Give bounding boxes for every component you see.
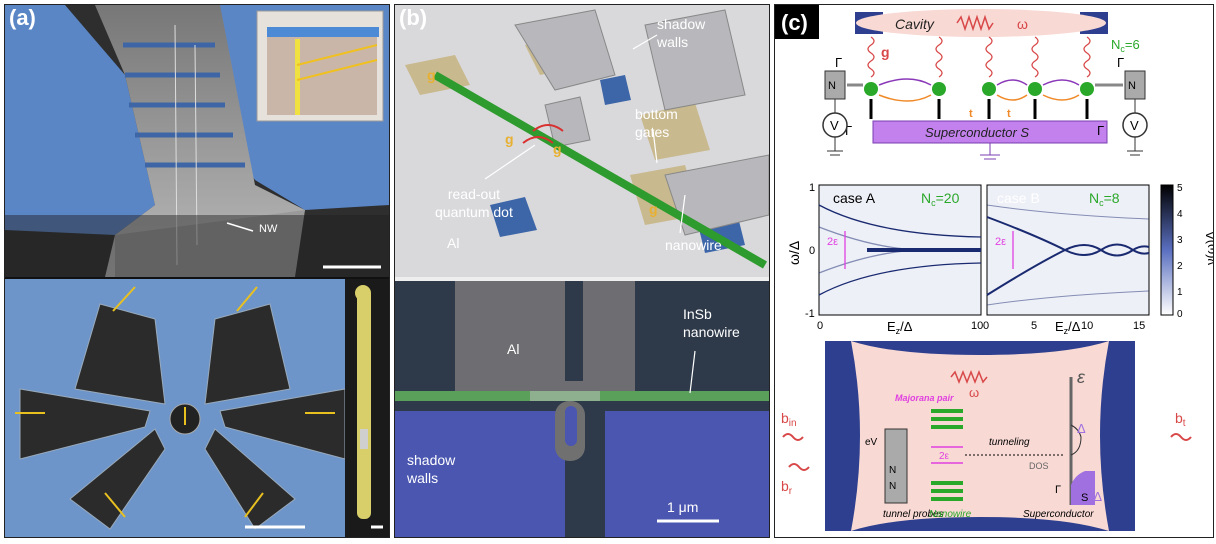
svg-text:10: 10 — [1081, 320, 1093, 332]
svg-text:Superconductor: Superconductor — [1023, 509, 1094, 520]
panel-b: (b) shadow walls bottom gates read-out q… — [394, 4, 770, 538]
svg-text:0: 0 — [817, 320, 823, 332]
false-color-sem: Al InSb nanowire shadow walls 1 μm — [395, 281, 769, 537]
svg-text:Γ: Γ — [845, 123, 852, 138]
sem-bottom-image — [5, 279, 389, 537]
gate-g2-label: g — [505, 131, 514, 147]
svg-text:Superconductor S: Superconductor S — [925, 125, 1029, 140]
svg-text:Majorana pair: Majorana pair — [895, 393, 954, 403]
panel-a: (a) NW — [4, 4, 390, 538]
svg-text:bt: bt — [1175, 410, 1186, 429]
nw-label: NW — [259, 223, 278, 235]
false-color-sem-drawing — [395, 281, 769, 537]
svg-text:eV: eV — [865, 437, 878, 448]
svg-text:V: V — [830, 118, 839, 133]
svg-text:case B: case B — [997, 190, 1040, 206]
svg-text:Ez/Δ: Ez/Δ — [1055, 319, 1081, 336]
svg-text:5: 5 — [1031, 320, 1037, 332]
svg-text:N: N — [889, 481, 896, 492]
svg-text:Δ: Δ — [1077, 421, 1086, 436]
sem-top-drawing — [5, 5, 389, 277]
svg-text:Γ: Γ — [1097, 123, 1104, 138]
svg-text:5: 5 — [1177, 183, 1183, 194]
svg-text:Γ: Γ — [1055, 484, 1061, 496]
svg-text:ν(ω)Δ: ν(ω)Δ — [1203, 231, 1213, 265]
panel-a-label: (a) — [9, 5, 36, 30]
svg-text:ω/Δ: ω/Δ — [786, 241, 802, 265]
svg-text:t: t — [1007, 108, 1011, 120]
svg-text:bin: bin — [781, 410, 797, 429]
sem-flower-drawing — [5, 279, 389, 537]
al-top-label: Al — [447, 235, 460, 251]
gate-g1-label: g — [427, 67, 436, 83]
svg-text:S: S — [1081, 492, 1088, 504]
nanowire-top-label: nanowire — [665, 237, 722, 253]
al-sem-label: Al — [507, 341, 520, 357]
svg-text:DOS: DOS — [1029, 461, 1049, 471]
svg-text:tunnel probes: tunnel probes — [883, 509, 944, 520]
panel-b-label: (b) — [399, 5, 428, 30]
svg-text:0: 0 — [983, 320, 989, 332]
shadow-walls-sem-label: shadow walls — [407, 452, 456, 486]
svg-text:case A: case A — [833, 190, 876, 206]
svg-text:Nc=6: Nc=6 — [1111, 37, 1140, 54]
svg-text:1: 1 — [1177, 287, 1183, 298]
svg-text:ε: ε — [1077, 367, 1086, 387]
panel-c-label: (c) — [781, 10, 808, 35]
svg-text:br: br — [781, 478, 793, 497]
insb-label: InSb nanowire — [683, 306, 740, 340]
svg-text:g: g — [881, 44, 890, 60]
svg-text:N: N — [1128, 80, 1136, 92]
svg-text:t: t — [969, 108, 973, 120]
svg-text:Γ: Γ — [835, 55, 842, 70]
device-schematic-drawing — [395, 5, 769, 277]
svg-text:ω: ω — [1017, 16, 1028, 32]
svg-text:0: 0 — [809, 245, 815, 257]
svg-text:-Δ: -Δ — [1089, 489, 1102, 504]
svg-text:4: 4 — [1177, 209, 1183, 220]
gate-g3-label: g — [553, 141, 562, 157]
svg-text:N: N — [889, 465, 896, 476]
readout-qd-label: read-out quantum dot — [435, 186, 513, 220]
svg-text:V: V — [1130, 118, 1139, 133]
svg-text:Γ: Γ — [1117, 55, 1124, 70]
svg-text:ω: ω — [969, 385, 979, 400]
svg-text:3: 3 — [1177, 235, 1183, 246]
svg-text:2ε: 2ε — [827, 236, 838, 248]
svg-text:Cavity: Cavity — [895, 16, 935, 32]
panel-c-drawing: (c) Cavity ω g Nc=6 — [775, 5, 1213, 531]
svg-text:tunneling: tunneling — [989, 437, 1030, 448]
svg-text:Nc=20: Nc=20 — [921, 190, 960, 208]
svg-text:15: 15 — [1133, 320, 1145, 332]
svg-text:2: 2 — [1177, 261, 1183, 272]
svg-text:Nanowire: Nanowire — [929, 509, 972, 520]
sem-top-image: (a) NW — [5, 5, 389, 277]
svg-text:10: 10 — [971, 320, 983, 332]
svg-text:1: 1 — [809, 182, 815, 194]
device-schematic: (b) shadow walls bottom gates read-out q… — [395, 5, 769, 277]
svg-text:2ε: 2ε — [995, 236, 1006, 248]
bottom-gates-label: bottom gates — [635, 106, 678, 140]
svg-text:N: N — [828, 80, 836, 92]
svg-text:Nc=8: Nc=8 — [1089, 190, 1120, 208]
scale-bar-label: 1 μm — [667, 499, 699, 515]
svg-text:2ε: 2ε — [939, 451, 950, 462]
svg-text:-1: -1 — [805, 308, 815, 320]
svg-text:Ez/Δ: Ez/Δ — [887, 319, 913, 336]
shadow-walls-top-label: shadow walls — [657, 16, 706, 50]
gate-g4-label: g — [649, 201, 658, 217]
svg-text:0: 0 — [1177, 309, 1183, 320]
panel-c: (c) Cavity ω g Nc=6 — [774, 4, 1214, 538]
